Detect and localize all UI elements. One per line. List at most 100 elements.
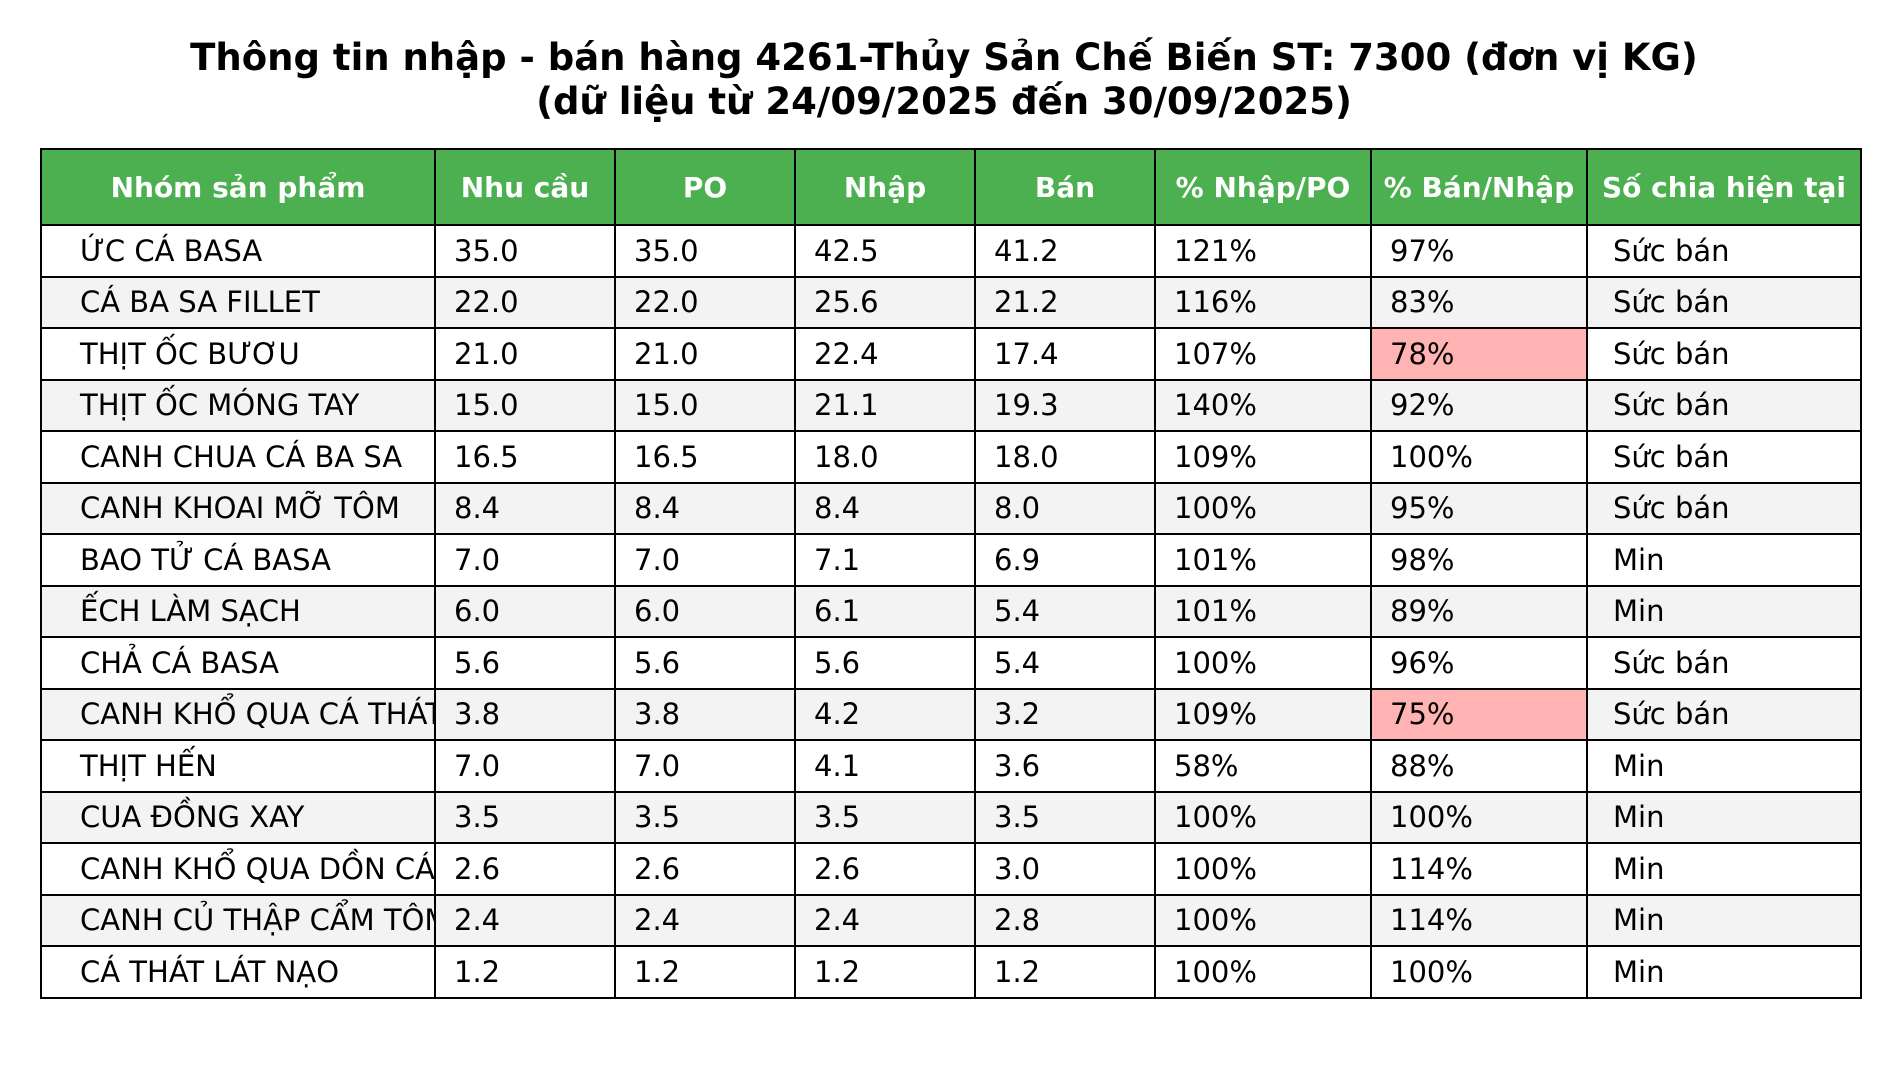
sold-import-pct-cell: 100%	[1370, 945, 1588, 999]
import-cell: 1.2	[794, 945, 976, 999]
table-row: CANH CHUA CÁ BA SA 16.5 16.5 18.0 18.0 109% 10…	[40, 430, 1862, 484]
demand-cell: 5.6	[434, 636, 616, 690]
sold-import-pct-cell: 114%	[1370, 893, 1588, 947]
sold-import-pct-cell: 95%	[1370, 481, 1588, 535]
po-cell: 21.0	[614, 327, 796, 381]
header-cell: % Bán/Nhập	[1370, 148, 1588, 226]
current-split-cell: Sức bán	[1586, 275, 1862, 329]
demand-cell: 15.0	[434, 378, 616, 432]
table-row: CANH KHỔ QUA CÁ THÁT LÁT3.83.84.23.2109%…	[40, 687, 1862, 741]
current-split-cell: Sức bán	[1586, 327, 1862, 381]
table-row: ẾCH LÀM SẠCH 6.0 6.0 6.1 5.4 101% 89% Min	[40, 584, 1862, 638]
import-cell: 42.5	[794, 224, 976, 278]
po-cell: 2.4	[614, 893, 796, 947]
sold-import-pct-cell: 89%	[1370, 584, 1588, 638]
sold-cell: 3.6	[974, 739, 1156, 793]
sold-import-pct-cell: 92%	[1370, 378, 1588, 432]
sold-import-pct-cell: 100%	[1370, 790, 1588, 844]
table-row: ỨC CÁ BASA 35.0 35.0 42.5 41.2 121% 97% Sức bán	[40, 224, 1862, 278]
po-cell: 3.8	[614, 687, 796, 741]
sold-cell: 3.0	[974, 842, 1156, 896]
table-row: BAO TỬ CÁ BASA 7.0 7.0 7.1 6.9 101% 98% Min	[40, 533, 1862, 587]
sold-cell: 18.0	[974, 430, 1156, 484]
demand-cell: 8.4	[434, 481, 616, 535]
import-po-pct-cell: 107%	[1154, 327, 1372, 381]
table-row: CANH CỦ THẬP CẨM TÔM 2.4 2.4 2.4 2.8 100% 114%…	[40, 893, 1862, 947]
current-split-cell: Sức bán	[1586, 687, 1862, 741]
product-group-cell: ỨC CÁ BASA	[40, 224, 436, 278]
sold-import-pct-cell: 88%	[1370, 739, 1588, 793]
sold-import-pct-cell: 78%	[1370, 327, 1588, 381]
import-po-pct-cell: 58%	[1154, 739, 1372, 793]
import-cell: 5.6	[794, 636, 976, 690]
sold-cell: 21.2	[974, 275, 1156, 329]
product-group-cell: CÁ BA SA FILLET	[40, 275, 436, 329]
current-split-cell: Min	[1586, 893, 1862, 947]
import-cell: 18.0	[794, 430, 976, 484]
import-cell: 2.4	[794, 893, 976, 947]
table-row: CUA ĐỒNG XAY 3.5 3.5 3.5 3.5 100% 100% Min	[40, 790, 1862, 844]
po-cell: 7.0	[614, 533, 796, 587]
import-cell: 6.1	[794, 584, 976, 638]
import-cell: 25.6	[794, 275, 976, 329]
import-po-pct-cell: 109%	[1154, 687, 1372, 741]
import-po-pct-cell: 121%	[1154, 224, 1372, 278]
product-group-cell: BAO TỬ CÁ BASA	[40, 533, 436, 587]
product-group-cell: CHẢ CÁ BASA	[40, 636, 436, 690]
product-group-cell: CANH KHỔ QUA DỒN CÁ THÁT LÁT	[40, 842, 436, 896]
demand-cell: 3.8	[434, 687, 616, 741]
import-cell: 4.1	[794, 739, 976, 793]
product-group-cell: CÁ THÁT LÁT NẠO	[40, 945, 436, 999]
import-po-pct-cell: 100%	[1154, 893, 1372, 947]
table-header-row: Nhóm sản phẩm Nhu cầu PO Nhập Bán % Nhập…	[40, 148, 1862, 226]
demand-cell: 1.2	[434, 945, 616, 999]
demand-cell: 7.0	[434, 533, 616, 587]
product-group-cell: CANH KHOAI MỠ TÔM	[40, 481, 436, 535]
current-split-cell: Sức bán	[1586, 636, 1862, 690]
product-group-cell: ẾCH LÀM SẠCH	[40, 584, 436, 638]
import-po-pct-cell: 140%	[1154, 378, 1372, 432]
po-cell: 16.5	[614, 430, 796, 484]
import-po-pct-cell: 109%	[1154, 430, 1372, 484]
demand-cell: 22.0	[434, 275, 616, 329]
import-cell: 7.1	[794, 533, 976, 587]
import-cell: 2.6	[794, 842, 976, 896]
sold-cell: 19.3	[974, 378, 1156, 432]
current-split-cell: Min	[1586, 790, 1862, 844]
po-cell: 35.0	[614, 224, 796, 278]
sold-import-pct-cell: 114%	[1370, 842, 1588, 896]
demand-cell: 3.5	[434, 790, 616, 844]
demand-cell: 2.4	[434, 893, 616, 947]
import-cell: 21.1	[794, 378, 976, 432]
po-cell: 1.2	[614, 945, 796, 999]
demand-cell: 6.0	[434, 584, 616, 638]
demand-cell: 2.6	[434, 842, 616, 896]
current-split-cell: Sức bán	[1586, 430, 1862, 484]
header-cell: Nhu cầu	[434, 148, 616, 226]
import-cell: 4.2	[794, 687, 976, 741]
sold-import-pct-cell: 97%	[1370, 224, 1588, 278]
sold-cell: 3.2	[974, 687, 1156, 741]
product-group-cell: CANH CỦ THẬP CẨM TÔM	[40, 893, 436, 947]
current-split-cell: Min	[1586, 945, 1862, 999]
current-split-cell: Sức bán	[1586, 378, 1862, 432]
sold-import-pct-cell: 75%	[1370, 687, 1588, 741]
sold-cell: 2.8	[974, 893, 1156, 947]
import-cell: 8.4	[794, 481, 976, 535]
header-cell: PO	[614, 148, 796, 226]
sold-cell: 1.2	[974, 945, 1156, 999]
table-row: THỊT ỐC BƯƠU 21.0 21.0 22.4 17.4 107% 78% Sức b…	[40, 327, 1862, 381]
header-cell: Nhóm sản phẩm	[40, 148, 436, 226]
import-cell: 3.5	[794, 790, 976, 844]
product-group-cell: CANH KHỔ QUA CÁ THÁT LÁT	[40, 687, 436, 741]
sold-cell: 17.4	[974, 327, 1156, 381]
product-group-cell: CANH CHUA CÁ BA SA	[40, 430, 436, 484]
table-body: ỨC CÁ BASA 35.0 35.0 42.5 41.2 121% 97% Sức bán…	[40, 224, 1862, 999]
sold-import-pct-cell: 100%	[1370, 430, 1588, 484]
import-po-pct-cell: 101%	[1154, 533, 1372, 587]
header-cell: % Nhập/PO	[1154, 148, 1372, 226]
po-cell: 22.0	[614, 275, 796, 329]
product-group-cell: THỊT HẾN	[40, 739, 436, 793]
import-cell: 22.4	[794, 327, 976, 381]
import-po-pct-cell: 100%	[1154, 842, 1372, 896]
